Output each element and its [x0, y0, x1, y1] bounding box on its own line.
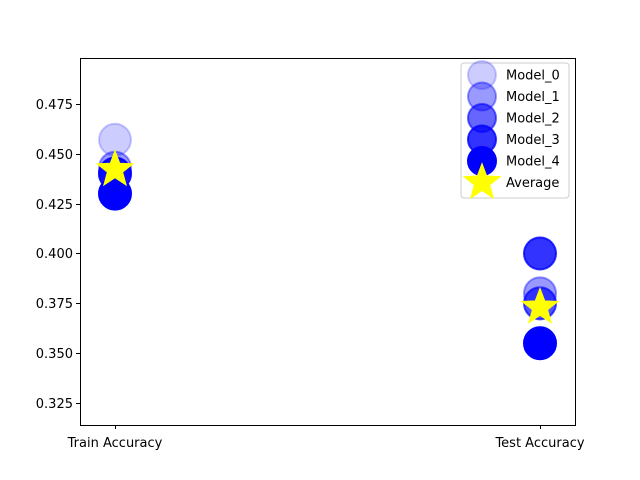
y-tick-label: 0.425: [36, 198, 73, 213]
plot-frame: [80, 58, 576, 426]
average-point-train-accuracy: [95, 149, 135, 187]
legend-marker-average: [462, 162, 502, 200]
x-tick-label: Test Accuracy: [494, 436, 584, 451]
chart-marks: [95, 122, 560, 361]
legend-label-average: Average: [506, 176, 559, 191]
model-4-point-train-accuracy: [98, 176, 132, 211]
legend-label-model-1: Model_1: [506, 90, 560, 105]
y-tick-label: 0.475: [36, 98, 73, 113]
y-tick-label: 0.450: [36, 148, 73, 163]
model-3-point-test-accuracy: [523, 236, 557, 271]
y-tick-label: 0.350: [36, 347, 73, 362]
y-axis: 0.325 0.350 0.375 0.400 0.425 0.450 0.475: [36, 98, 80, 412]
y-tick-label: 0.325: [36, 397, 73, 412]
legend-marker-model-0: [467, 60, 497, 90]
average-point-test-accuracy: [520, 286, 560, 324]
legend-label-model-4: Model_4: [506, 155, 560, 170]
model-4-point-test-accuracy: [523, 326, 557, 361]
legend-label-model-2: Model_2: [506, 112, 560, 127]
x-axis: Train Accuracy Test Accuracy: [67, 425, 585, 451]
y-tick-label: 0.400: [36, 247, 73, 262]
x-tick-label: Train Accuracy: [67, 436, 163, 451]
legend-label-model-0: Model_0: [506, 69, 560, 84]
legend-label-model-3: Model_3: [506, 133, 560, 148]
legend: Model_0 Model_1 Model_2 Model_3 Model_4 Avera…: [460, 60, 570, 200]
y-tick-label: 0.375: [36, 297, 73, 312]
